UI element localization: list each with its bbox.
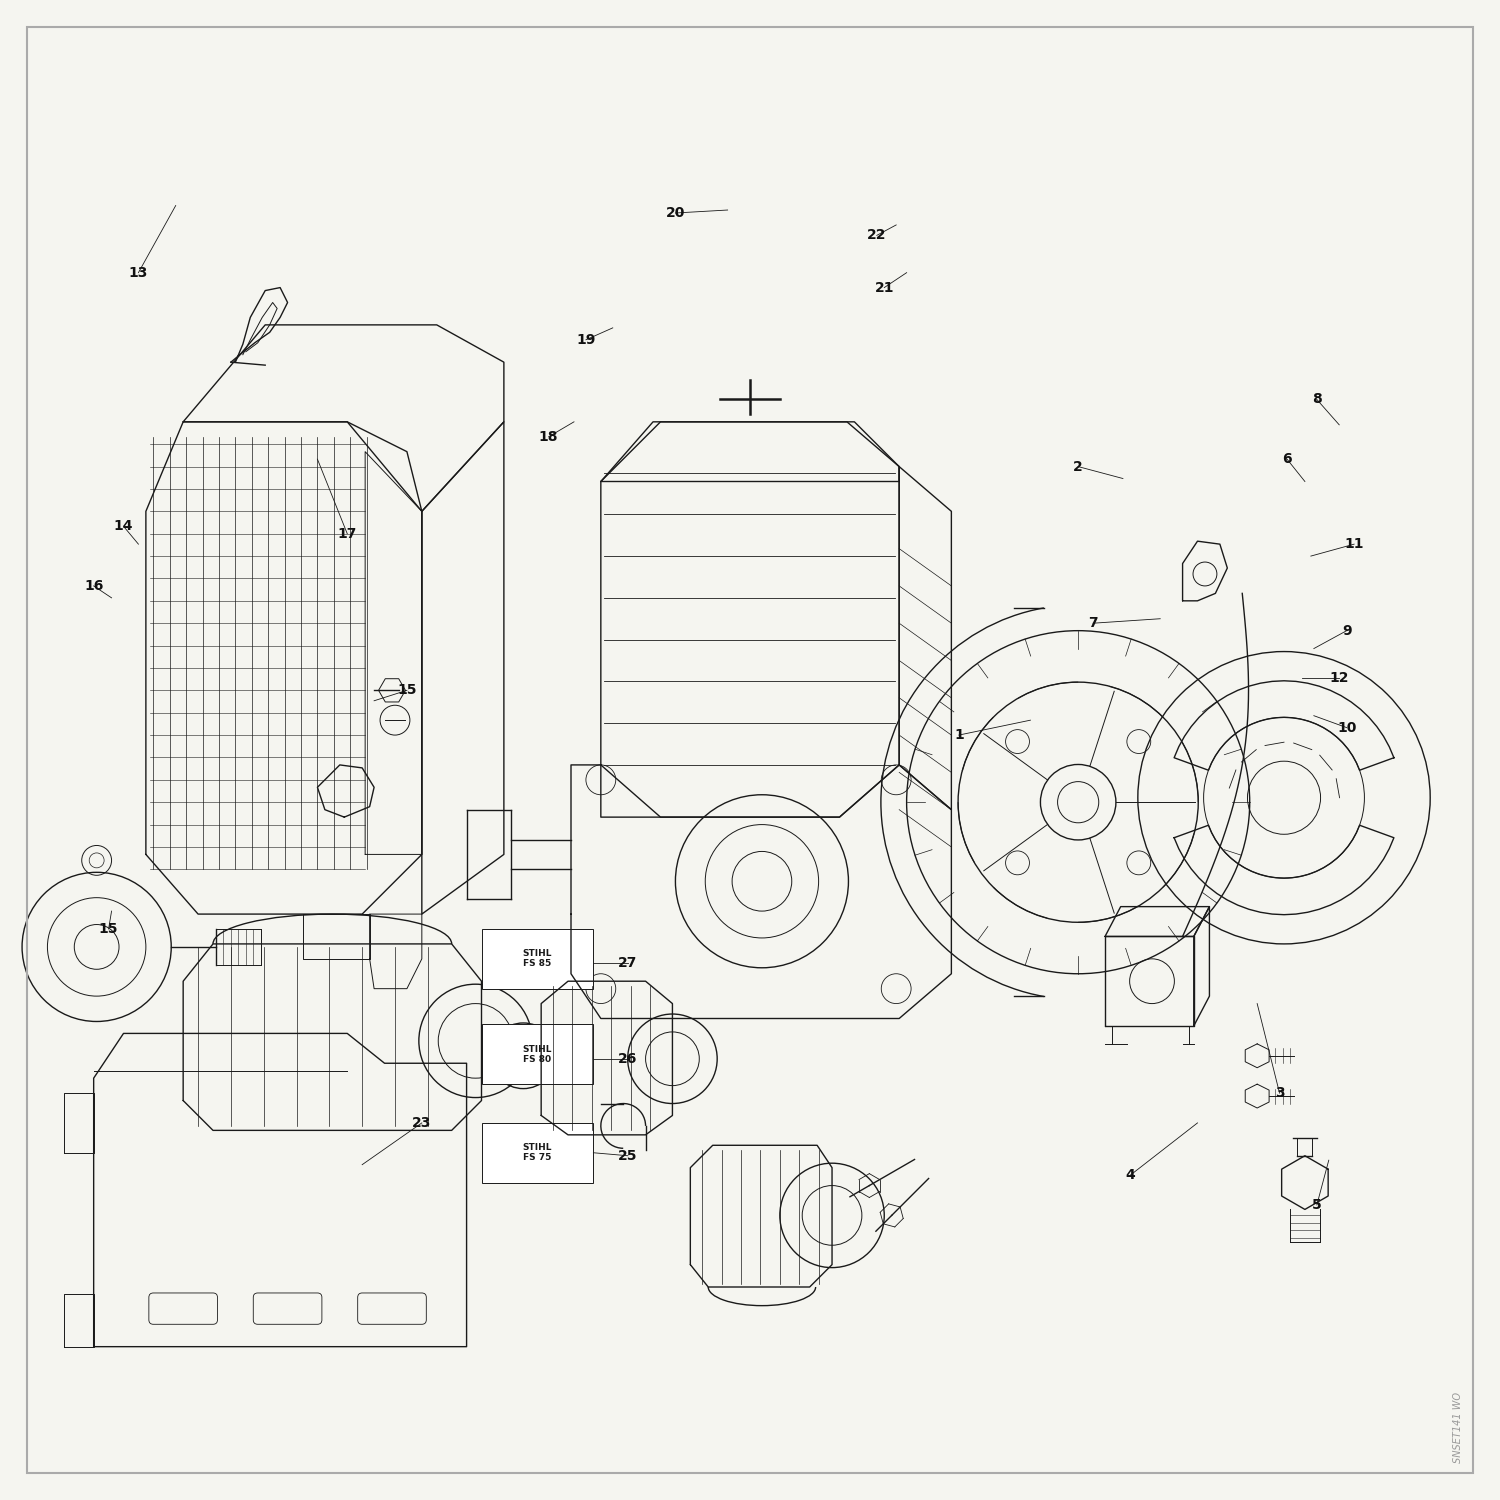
Text: 3: 3	[1275, 1086, 1284, 1100]
Text: 12: 12	[1329, 672, 1348, 686]
Text: 4: 4	[1125, 1168, 1136, 1182]
Text: 26: 26	[618, 1052, 638, 1066]
Bar	[482, 1024, 594, 1084]
Text: 8: 8	[1312, 393, 1322, 406]
Text: 9: 9	[1342, 624, 1352, 638]
Text: 6: 6	[1282, 452, 1292, 466]
Text: 27: 27	[618, 957, 638, 970]
Text: 20: 20	[666, 206, 686, 220]
Bar	[482, 928, 594, 988]
Text: 14: 14	[114, 519, 134, 534]
Text: 18: 18	[538, 429, 558, 444]
Text: 17: 17	[338, 526, 357, 540]
Text: 25: 25	[618, 1149, 638, 1162]
Text: 19: 19	[576, 333, 596, 346]
Text: 13: 13	[129, 266, 149, 279]
Text: 16: 16	[84, 579, 104, 592]
Text: 21: 21	[874, 280, 894, 294]
Text: 10: 10	[1336, 720, 1356, 735]
Text: 5: 5	[1312, 1198, 1322, 1212]
Text: 23: 23	[413, 1116, 432, 1130]
Text: SNSET141 WO: SNSET141 WO	[1454, 1392, 1462, 1462]
Text: STIHL
FS 75: STIHL FS 75	[522, 1143, 552, 1162]
Text: STIHL
FS 80: STIHL FS 80	[522, 1046, 552, 1064]
Text: 1: 1	[954, 728, 963, 742]
Text: 22: 22	[867, 228, 886, 243]
Text: 7: 7	[1089, 616, 1098, 630]
Text: STIHL
FS 85: STIHL FS 85	[522, 950, 552, 968]
Text: 15: 15	[99, 922, 118, 936]
Text: 15: 15	[398, 684, 417, 698]
Text: 11: 11	[1344, 537, 1364, 550]
Bar	[482, 1124, 594, 1182]
Text: 2: 2	[1074, 459, 1083, 474]
